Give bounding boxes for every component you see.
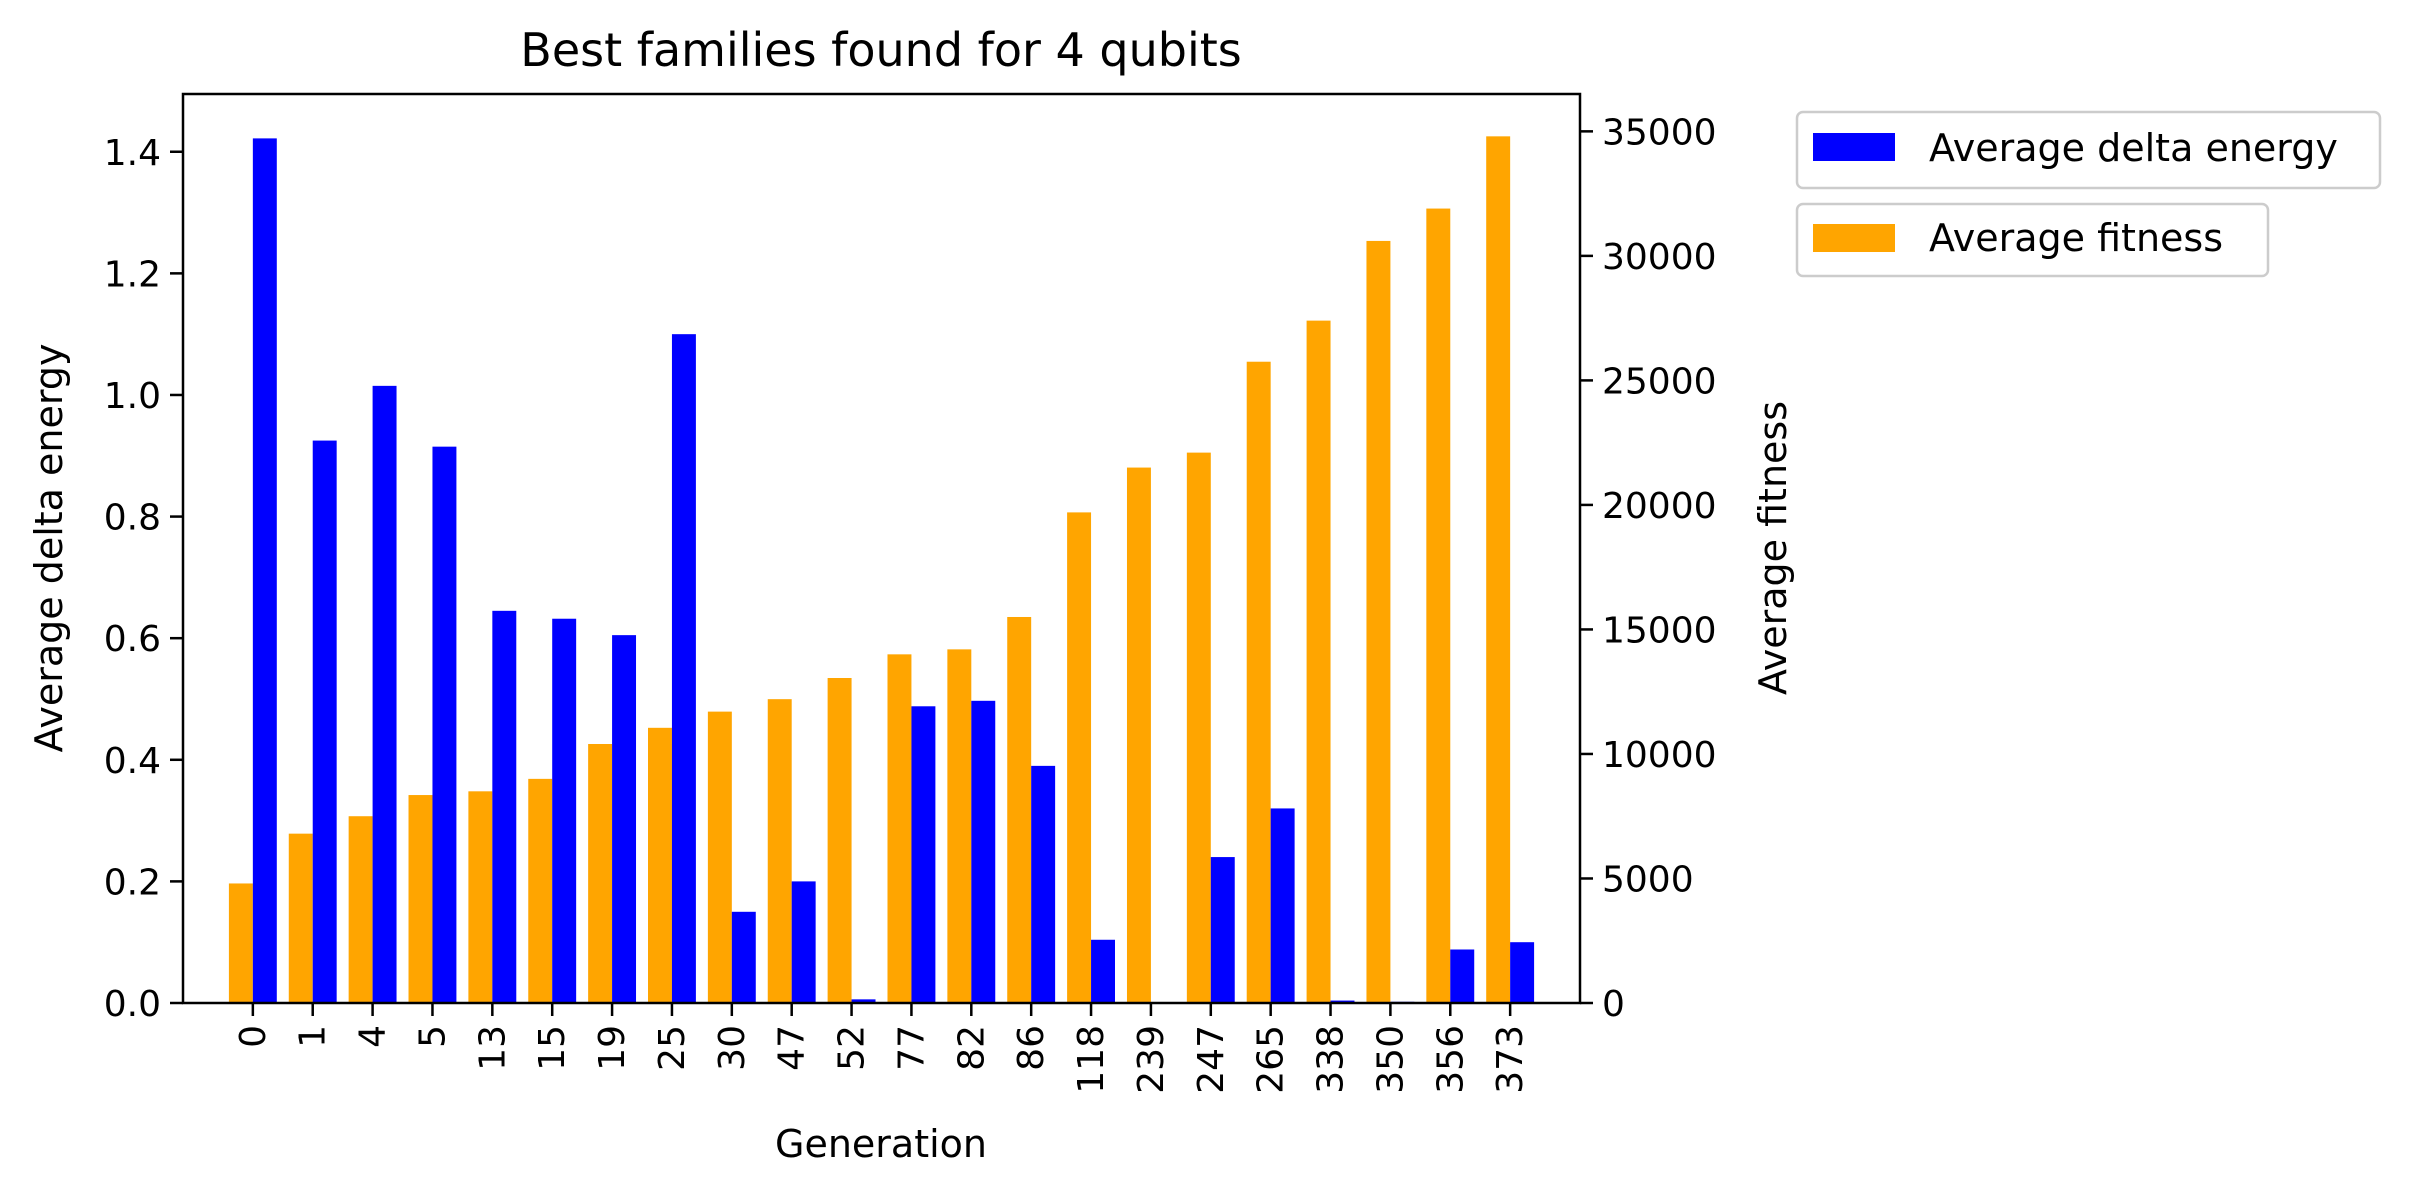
bar-fitness-gen-82 — [947, 649, 972, 1003]
bar-delta-energy-gen-15 — [552, 618, 577, 1003]
bar-fitness-gen-265 — [1246, 361, 1271, 1003]
bar-delta-energy-gen-5 — [432, 446, 457, 1003]
legend-entry-fitness: Average fitness — [1795, 202, 2270, 278]
right-tick-label: 30000 — [1602, 237, 1717, 278]
legend-swatch-delta-energy — [1813, 133, 1895, 161]
legend-frame — [1795, 202, 2270, 278]
right-tick-label: 15000 — [1602, 610, 1717, 651]
bar-delta-energy-gen-356 — [1450, 949, 1475, 1003]
right-tick-label: 0 — [1602, 984, 1625, 1025]
right-tick-label: 20000 — [1602, 486, 1717, 527]
x-tick-label-373: 373 — [1490, 1025, 1531, 1094]
legend-frame — [1795, 110, 2382, 190]
bar-delta-energy-gen-1 — [312, 440, 337, 1003]
x-axis-label: Generation — [775, 1122, 987, 1166]
bar-delta-energy-gen-86 — [1031, 765, 1056, 1003]
left-tick-label: 0.0 — [104, 984, 161, 1025]
left-tick-label: 1.0 — [104, 376, 161, 417]
x-tick-label-338: 338 — [1311, 1025, 1352, 1094]
legend-label-delta-energy: Average delta energy — [1929, 126, 2338, 170]
bar-fitness-gen-4 — [348, 816, 373, 1003]
bar-delta-energy-gen-47 — [791, 881, 816, 1003]
bar-delta-energy-gen-19 — [612, 635, 637, 1003]
x-tick-label-4: 4 — [353, 1025, 394, 1048]
x-tick-label-15: 15 — [532, 1025, 573, 1071]
bar-delta-energy-gen-118 — [1091, 939, 1115, 1003]
right-tick-label: 10000 — [1602, 735, 1717, 776]
right-tick-label: 35000 — [1602, 112, 1717, 153]
x-tick-label-1: 1 — [293, 1025, 334, 1048]
left-y-axis-label: Average delta energy — [27, 344, 71, 753]
bar-delta-energy-gen-82 — [971, 700, 996, 1003]
bar-fitness-gen-52 — [827, 678, 852, 1003]
bar-fitness-gen-13 — [468, 791, 493, 1003]
chart-title: Best families found for 4 qubits — [520, 23, 1241, 77]
bar-delta-energy-gen-77 — [911, 706, 936, 1003]
x-tick-label-77: 77 — [891, 1025, 932, 1071]
x-tick-label-52: 52 — [832, 1025, 873, 1071]
plot-frame — [181, 92, 1582, 1005]
bar-fitness-gen-47 — [767, 699, 792, 1003]
left-tick-label: 1.2 — [104, 254, 161, 295]
x-tick-label-265: 265 — [1251, 1025, 1292, 1094]
legend-swatch-fitness — [1813, 224, 1895, 252]
x-tick-label-19: 19 — [592, 1025, 633, 1071]
x-tick-label-13: 13 — [472, 1025, 513, 1071]
bar-delta-energy-gen-52 — [851, 999, 876, 1003]
bar-fitness-gen-19 — [588, 743, 613, 1003]
legend-entry-delta-energy: Average delta energy — [1795, 110, 2382, 190]
x-axis-ticks: 0 1 4 5 13 15 19 25 30 47 52 77 82 86 118 239 247 265 338 3… — [233, 1003, 1531, 1094]
right-tick-label: 5000 — [1602, 859, 1694, 900]
bar-delta-energy-gen-0 — [252, 138, 277, 1003]
x-tick-label-247: 247 — [1191, 1025, 1232, 1094]
x-tick-label-25: 25 — [652, 1025, 693, 1071]
legend-label-fitness: Average fitness — [1929, 216, 2223, 260]
bar-fitness-gen-118 — [1067, 512, 1092, 1003]
x-tick-label-0: 0 — [233, 1025, 274, 1048]
bar-fitness-gen-350 — [1366, 240, 1391, 1003]
bars-layer — [228, 136, 1535, 1004]
x-tick-label-118: 118 — [1071, 1025, 1112, 1094]
bar-fitness-gen-25 — [648, 727, 672, 1003]
bar-delta-energy-gen-373 — [1510, 942, 1535, 1003]
bar-fitness-gen-373 — [1486, 136, 1511, 1004]
bar-fitness-gen-239 — [1126, 467, 1151, 1003]
x-tick-label-47: 47 — [772, 1025, 813, 1071]
x-tick-label-356: 356 — [1430, 1025, 1471, 1094]
x-tick-label-30: 30 — [712, 1025, 753, 1071]
bar-fitness-gen-15 — [528, 778, 553, 1003]
bar-fitness-gen-1 — [288, 833, 313, 1003]
bar-delta-energy-gen-247 — [1210, 857, 1235, 1003]
left-tick-label: 0.4 — [104, 741, 161, 782]
right-y-axis-label: Average fitness — [1751, 401, 1795, 695]
bar-fitness-gen-77 — [887, 654, 912, 1003]
bar-delta-energy-gen-25 — [671, 334, 696, 1004]
x-tick-label-5: 5 — [412, 1025, 453, 1048]
bar-fitness-gen-356 — [1426, 208, 1451, 1003]
left-tick-label: 0.2 — [104, 862, 161, 903]
x-tick-label-86: 86 — [1011, 1025, 1052, 1071]
bar-fitness-gen-5 — [408, 795, 433, 1003]
bar-delta-energy-gen-265 — [1270, 808, 1295, 1003]
bar-fitness-gen-0 — [228, 883, 253, 1003]
bar-delta-energy-gen-4 — [372, 385, 397, 1003]
bar-delta-energy-gen-13 — [492, 610, 517, 1003]
right-tick-label: 25000 — [1602, 361, 1717, 402]
x-tick-label-82: 82 — [951, 1025, 992, 1071]
bar-fitness-gen-30 — [707, 711, 732, 1003]
bar-fitness-gen-338 — [1306, 320, 1331, 1003]
bar-fitness-gen-247 — [1186, 452, 1211, 1004]
bar-delta-energy-gen-30 — [731, 911, 756, 1003]
left-tick-label: 0.8 — [104, 498, 161, 539]
left-tick-label: 0.6 — [104, 619, 161, 660]
right-y-axis-ticks: 0 5000 10000 15000 20000 25000 30000 35000 — [1580, 112, 1717, 1025]
left-tick-label: 1.4 — [104, 133, 161, 174]
left-y-axis-ticks: 0.0 0.2 0.4 0.6 0.8 1.0 1.2 1.4 — [104, 133, 183, 1025]
bar-fitness-gen-86 — [1007, 616, 1032, 1003]
x-tick-label-239: 239 — [1131, 1025, 1172, 1094]
x-tick-label-350: 350 — [1370, 1025, 1411, 1094]
